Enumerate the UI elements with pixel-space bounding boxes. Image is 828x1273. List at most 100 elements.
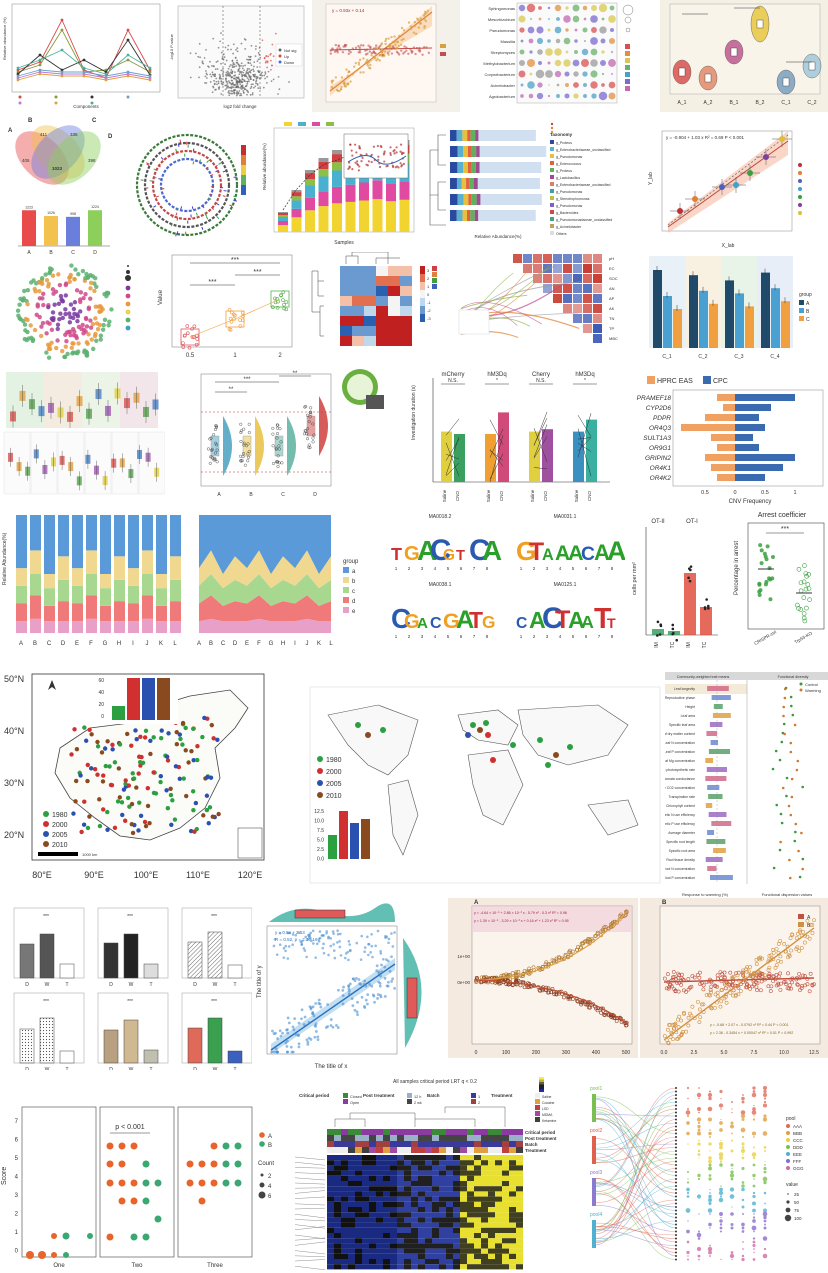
row-node [675,1115,677,1117]
pair-line [533,418,548,446]
scatter-point [366,1002,369,1006]
network-node [90,321,96,327]
scatter-point [369,63,372,67]
row-label: SOC [609,276,618,281]
volcano-point [272,78,275,81]
stack-segment [156,605,167,622]
annotation-cell [404,1141,411,1147]
heatmap-cell [502,1227,509,1233]
group-legend [432,284,437,289]
curve-point [557,955,562,960]
scatter-point [394,43,397,46]
dot-cell [752,1208,756,1213]
heatmap-cell [509,1165,516,1171]
volcano-point [246,69,249,72]
venn-label: C [92,118,97,124]
warming-point [800,831,803,835]
scatter-point [376,993,380,996]
scatter-point [380,51,383,54]
heatmap-cell [481,1165,488,1171]
circos-tick [160,157,164,160]
heatmap-cell [364,316,376,326]
heatmap-cell [383,1233,390,1239]
curve-point [724,1000,729,1005]
heatmap-cell [340,316,352,326]
circos-tick [208,197,212,200]
dot-cell [740,1113,746,1119]
scatter-point [372,50,375,54]
scatter-point [322,934,325,937]
scatter-point [312,1014,316,1018]
fit-line [663,927,815,1041]
annotation-cell [411,1135,418,1141]
curve-point [709,984,714,989]
annotation-cell [376,1141,383,1147]
network-node [90,274,96,279]
site-point [470,722,476,728]
curve-point [736,992,741,997]
scatter-point [342,985,345,989]
score-dot [154,1215,162,1223]
volcano-point [249,70,252,72]
scatter-point [317,1001,321,1005]
x-tick-label: C_1 [662,354,671,360]
volcano-point [244,38,247,41]
site-point [151,790,157,796]
heatmap-cell [439,1259,446,1265]
dot-cell [753,1178,755,1180]
row-label: pH [609,256,614,261]
scatter-point [314,1022,318,1026]
warming-point [788,858,791,862]
scatter-point [359,71,362,74]
curve-point [697,970,702,975]
curve-point [701,1002,706,1007]
network-node [59,297,64,302]
bar [143,963,159,979]
data-point [238,324,243,328]
heatmap-cell [460,1222,467,1228]
heatmap-cell [404,1227,411,1233]
gene-label: OR4K1 [650,465,672,472]
network-node [39,324,44,329]
annotation-cell [425,1141,432,1147]
longitude-label: 80°E [32,870,52,880]
volcano-point [244,48,247,50]
warming-point [782,714,785,718]
heatmap-cell [390,1207,397,1213]
heatmap-cell [446,1264,453,1270]
size-legend [785,1207,791,1213]
scatter-point [300,1017,303,1021]
size-legend [258,1191,266,1199]
annotation-cell [341,1141,348,1147]
heatmap-cell [474,1175,481,1181]
annotation-cell [495,1147,502,1153]
volcano-point [240,62,243,65]
scatter-point [332,943,335,946]
heatmap-cell [355,1160,362,1166]
volcano-point [238,73,241,76]
data-point [210,447,214,451]
dot-cell [741,1100,745,1104]
dot-cell [731,1101,733,1103]
heatmap-cell [488,1222,495,1228]
row-label: AN [609,286,615,291]
scatter-point [390,932,393,935]
data-point [733,182,739,188]
data-point [804,573,809,579]
volcano-point [220,77,222,80]
heatmap-cell [516,1186,523,1192]
heatmap-cell [397,1186,404,1192]
circos-tick [157,164,161,168]
scale-label: 1000 km [82,852,98,857]
flow-link [595,1101,677,1145]
stack-segment [86,595,97,619]
annotation-cell [481,1129,488,1135]
heatmap-cell [390,1222,397,1228]
circos-tick [208,193,213,196]
dot-cell [696,1232,702,1238]
volcano-point [221,56,224,58]
trait-box [705,758,714,763]
dot-cell [697,1128,701,1132]
volcano-point [227,44,230,47]
